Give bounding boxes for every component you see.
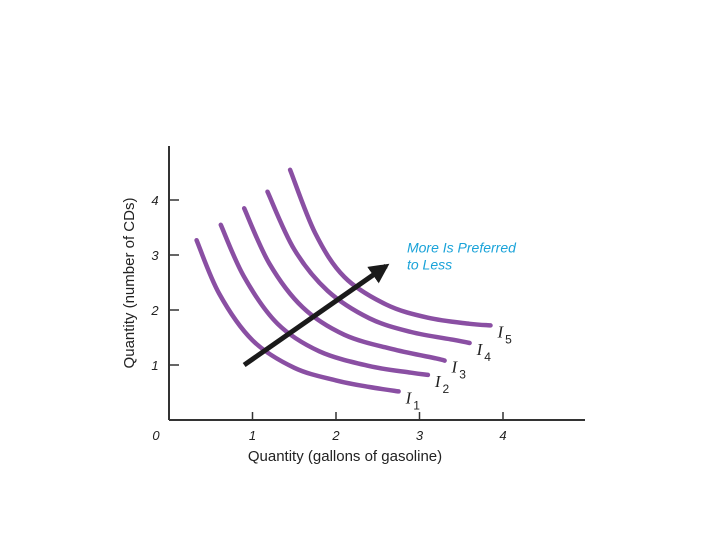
curve-label-subscript: 2: [443, 382, 450, 396]
indifference-curve-I1: [194, 237, 401, 394]
curve-label-main: I: [405, 388, 413, 407]
curve-label-main: I: [496, 322, 504, 341]
preference-annotation: More Is Preferred to Less: [407, 239, 520, 272]
preference-direction-arrow: [242, 263, 390, 368]
y-tick-label-2: 2: [150, 303, 159, 318]
curve-label-subscript: 5: [505, 332, 512, 346]
curve-label-subscript: 4: [484, 350, 491, 364]
x-tick-label-2: 2: [331, 428, 340, 443]
x-axis-ticks: 1 2 3 4: [249, 412, 507, 443]
y-tick-label-4: 4: [151, 193, 158, 208]
curve-label-main: I: [476, 340, 484, 359]
curve-label-main: I: [434, 372, 442, 391]
x-tick-label-3: 3: [416, 428, 424, 443]
indifference-curve-I2: [218, 222, 431, 378]
indifference-curves: [194, 167, 493, 394]
curve-label-subscript: 1: [413, 398, 420, 412]
origin-label: 0: [152, 428, 160, 443]
indifference-curve-labels: I 1I 2I 3I 4I 5: [405, 322, 513, 412]
curve-label-main: I: [451, 358, 459, 377]
indifference-curve-I3: [241, 206, 447, 363]
annotation-line-2: to Less: [407, 256, 452, 272]
x-axis-title: Quantity (gallons of gasoline): [248, 448, 442, 465]
indifference-curve-I4: [265, 189, 472, 346]
indifference-curve-I5: [287, 167, 493, 328]
y-tick-label-3: 3: [151, 248, 159, 263]
x-tick-label-1: 1: [249, 428, 256, 443]
y-axis-title: Quantity (number of CDs): [121, 198, 138, 369]
y-tick-label-1: 1: [151, 358, 158, 373]
y-axis-ticks: 1 2 3 4: [150, 193, 179, 373]
curve-label-subscript: 3: [459, 368, 466, 382]
annotation-line-1: More Is Preferred: [407, 239, 517, 255]
x-tick-label-4: 4: [499, 428, 506, 443]
